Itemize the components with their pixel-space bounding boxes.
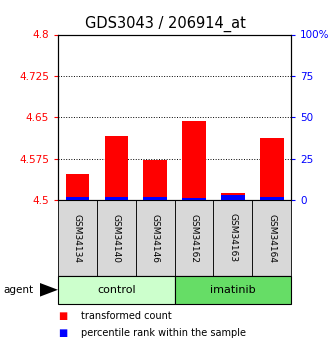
Text: transformed count: transformed count [81,311,172,321]
Text: GSM34140: GSM34140 [112,214,121,263]
Text: GSM34134: GSM34134 [73,214,82,263]
Text: GSM34164: GSM34164 [267,214,276,263]
Text: ■: ■ [58,311,67,321]
Bar [182,198,206,200]
Bar [221,195,245,200]
Bar [143,160,167,200]
Bar [260,197,283,200]
Bar [213,200,252,276]
Bar [66,197,89,200]
Text: agent: agent [3,285,33,295]
Bar [221,193,245,200]
Bar [105,197,128,200]
Text: imatinib: imatinib [210,285,256,295]
Text: GDS3043 / 206914_at: GDS3043 / 206914_at [85,16,246,32]
Text: percentile rank within the sample: percentile rank within the sample [81,328,246,338]
Text: ■: ■ [58,328,67,338]
Text: GSM34146: GSM34146 [151,214,160,263]
Bar [143,197,167,200]
Bar [58,200,97,276]
Text: GSM34162: GSM34162 [190,214,199,263]
Bar [260,138,283,200]
Bar [175,200,213,276]
Bar [97,200,136,276]
Polygon shape [40,283,58,297]
Bar [66,174,89,200]
Text: control: control [97,285,136,295]
Bar [136,200,175,276]
Text: GSM34163: GSM34163 [228,214,237,263]
Bar [252,200,291,276]
Bar [182,121,206,200]
Bar [175,276,291,304]
Bar [105,136,128,200]
Bar [58,276,175,304]
